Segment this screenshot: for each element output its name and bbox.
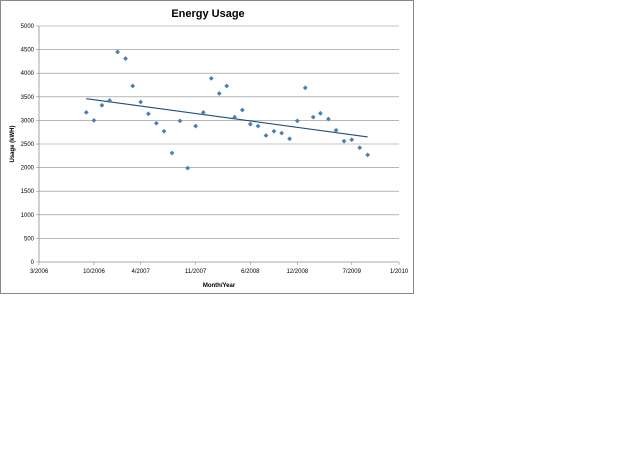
data-point [271, 128, 277, 134]
data-point [208, 75, 214, 81]
x-tick-label: 7/2009 [343, 269, 362, 275]
data-point [318, 110, 323, 116]
data-points [83, 49, 371, 171]
y-tick-label: 4500 [21, 48, 35, 54]
data-point [153, 120, 159, 126]
tick-labels: 0 500 1000 1500 2000 2500 3000 3500 4000 4500 5000… [21, 24, 409, 275]
data-point [115, 49, 120, 55]
trendline-group [86, 98, 368, 138]
data-point [200, 109, 206, 115]
data-point [185, 165, 191, 171]
data-point [247, 121, 253, 127]
data-point [91, 118, 97, 123]
data-point [294, 118, 300, 124]
energy-usage-chart: Energy Usage 0 500 1000 1500 2000 2500 3000 350… [10, 8, 409, 289]
data-point [365, 152, 371, 158]
y-tick-label: 2000 [21, 166, 35, 172]
x-tick-label: 12/2008 [286, 269, 308, 275]
data-point [310, 114, 316, 120]
data-point [107, 98, 113, 103]
chart-area: Energy Usage 0 500 1000 1500 2000 2500 3000 350… [0, 0, 414, 294]
y-tick-label: 1000 [21, 213, 35, 219]
data-point [193, 123, 199, 129]
data-point [177, 118, 183, 124]
data-point [169, 150, 175, 156]
data-point [138, 99, 144, 105]
y-tick-label: 2500 [21, 142, 35, 148]
x-tick-label: 4/2007 [132, 269, 151, 275]
y-tick-label: 500 [24, 236, 35, 242]
data-point [302, 85, 308, 91]
data-point [216, 91, 222, 96]
x-tick-label: 1/2010 [390, 269, 409, 275]
x-tick-label: 3/2006 [30, 269, 49, 275]
y-tick-label: 0 [31, 260, 35, 266]
data-point [287, 136, 293, 142]
data-point [341, 138, 347, 144]
data-point [161, 128, 167, 134]
data-point [279, 130, 285, 136]
y-tick-label: 4000 [21, 71, 35, 77]
x-tick-label: 10/2006 [83, 269, 105, 275]
y-tick-label: 3000 [21, 118, 35, 124]
data-point [130, 83, 136, 89]
data-point [263, 133, 269, 138]
y-tick-label: 5000 [21, 24, 35, 30]
data-point [357, 145, 363, 151]
y-tick-label: 1500 [21, 189, 35, 195]
data-point [224, 83, 230, 89]
data-point [333, 127, 339, 133]
data-point [255, 123, 261, 129]
data-point [239, 107, 245, 113]
y-axis-title: Usage (kWH) [10, 125, 16, 162]
x-tick-label: 11/2007 [185, 269, 207, 275]
y-tick-label: 3500 [21, 95, 35, 101]
axes [36, 25, 400, 265]
chart-title: Energy Usage [171, 8, 244, 20]
x-tick-label: 6/2008 [241, 269, 260, 275]
trendline [86, 98, 368, 138]
data-point [123, 56, 128, 61]
data-point [83, 109, 89, 115]
data-point [232, 114, 238, 120]
data-point [145, 111, 151, 117]
data-point [325, 116, 331, 122]
data-point [99, 102, 105, 108]
gridlines [39, 25, 399, 239]
data-point [349, 137, 355, 143]
x-axis-title: Month/Year [203, 283, 236, 289]
